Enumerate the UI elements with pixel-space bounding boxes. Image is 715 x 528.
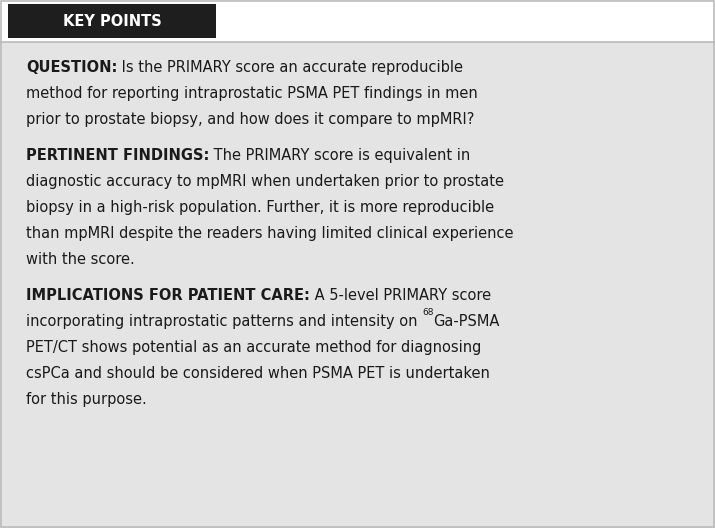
Text: A 5-level PRIMARY score: A 5-level PRIMARY score bbox=[310, 288, 491, 303]
Text: incorporating intraprostatic patterns and intensity on: incorporating intraprostatic patterns an… bbox=[26, 314, 422, 329]
Text: IMPLICATIONS FOR PATIENT CARE:: IMPLICATIONS FOR PATIENT CARE: bbox=[26, 288, 310, 303]
Text: KEY POINTS: KEY POINTS bbox=[63, 14, 162, 29]
Text: csPCa and should be considered when PSMA PET is undertaken: csPCa and should be considered when PSMA… bbox=[26, 366, 490, 381]
Text: PET/CT shows potential as an accurate method for diagnosing: PET/CT shows potential as an accurate me… bbox=[26, 340, 481, 355]
Text: The PRIMARY score is equivalent in: The PRIMARY score is equivalent in bbox=[209, 148, 470, 163]
Text: Ga-PSMA: Ga-PSMA bbox=[433, 314, 500, 329]
Text: Is the PRIMARY score an accurate reproducible: Is the PRIMARY score an accurate reprodu… bbox=[117, 60, 463, 75]
Bar bbox=[0, 0, 715, 42]
Text: PERTINENT FINDINGS:: PERTINENT FINDINGS: bbox=[26, 148, 209, 163]
Text: biopsy in a high-risk population. Further, it is more reproducible: biopsy in a high-risk population. Furthe… bbox=[26, 200, 494, 215]
Text: QUESTION:: QUESTION: bbox=[26, 60, 117, 75]
Text: than mpMRI despite the readers having limited clinical experience: than mpMRI despite the readers having li… bbox=[26, 226, 513, 241]
Text: prior to prostate biopsy, and how does it compare to mpMRI?: prior to prostate biopsy, and how does i… bbox=[26, 112, 474, 127]
Text: 68: 68 bbox=[422, 308, 433, 317]
Text: method for reporting intraprostatic PSMA PET findings in men: method for reporting intraprostatic PSMA… bbox=[26, 86, 478, 101]
Text: for this purpose.: for this purpose. bbox=[26, 392, 147, 407]
Text: diagnostic accuracy to mpMRI when undertaken prior to prostate: diagnostic accuracy to mpMRI when undert… bbox=[26, 174, 504, 189]
Text: with the score.: with the score. bbox=[26, 252, 134, 267]
Bar bbox=[8, 4, 216, 38]
